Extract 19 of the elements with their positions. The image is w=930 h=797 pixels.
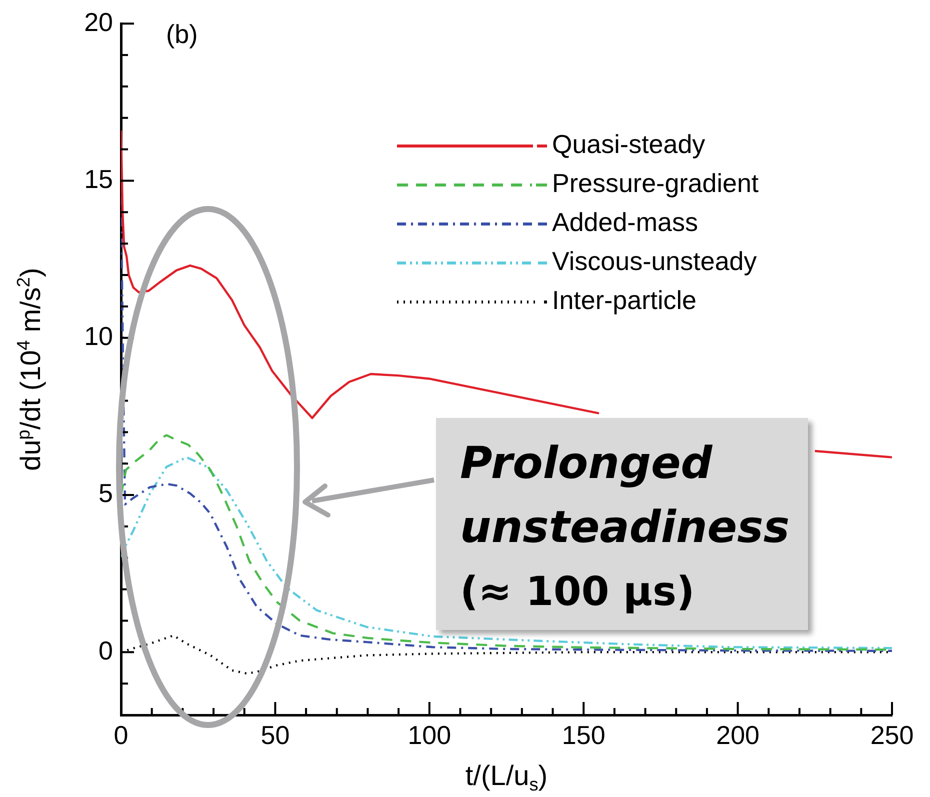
y-tick-label: 10 bbox=[84, 321, 113, 352]
x-tick-label: 250 bbox=[870, 720, 914, 750]
legend-label: Inter-particle bbox=[552, 285, 696, 316]
x-tick-label: 100 bbox=[408, 720, 452, 750]
annotation: Prolonged unsteadiness bbox=[460, 437, 791, 555]
legend-label: Pressure-gradient bbox=[552, 168, 760, 198]
legend-label: Viscous-unsteady bbox=[552, 246, 757, 276]
x-tick-label: 200 bbox=[716, 720, 760, 750]
legend-label: Quasi-steady bbox=[552, 129, 706, 160]
x-tick-label: 150 bbox=[562, 720, 606, 750]
y-tick-label: 15 bbox=[84, 164, 113, 194]
y-tick-label: 20 bbox=[84, 6, 113, 37]
legend-label: Added-mass bbox=[552, 207, 698, 238]
annotation: (≈ 100 μs) bbox=[460, 568, 696, 617]
y-axis-title: dup/dt (104 m/s2) bbox=[13, 268, 46, 471]
annotation: (b) bbox=[166, 18, 198, 49]
x-tick-label: 50 bbox=[260, 720, 290, 750]
y-tick-label: 5 bbox=[98, 478, 113, 508]
y-tick-label: 0 bbox=[98, 635, 113, 666]
